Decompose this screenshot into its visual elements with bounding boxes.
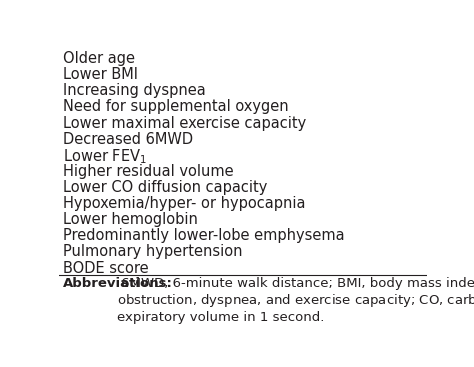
Text: Abbreviations:: Abbreviations: [63,277,173,290]
Text: Hypoxemia/hyper- or hypocapnia: Hypoxemia/hyper- or hypocapnia [63,196,305,211]
Text: Lower FEV$_1$: Lower FEV$_1$ [63,148,147,167]
Text: BODE score: BODE score [63,261,148,276]
Text: Lower maximal exercise capacity: Lower maximal exercise capacity [63,116,306,131]
Text: Pulmonary hypertension: Pulmonary hypertension [63,244,242,259]
Text: Need for supplemental oxygen: Need for supplemental oxygen [63,99,289,115]
Text: Decreased 6MWD: Decreased 6MWD [63,132,193,147]
Text: Older age: Older age [63,51,135,66]
Text: Lower CO diffusion capacity: Lower CO diffusion capacity [63,180,267,195]
Text: 6MWD, 6-minute walk distance; BMI, body mass index; BODE, BMI,
obstruction, dysp: 6MWD, 6-minute walk distance; BMI, body … [117,277,474,324]
Text: Predominantly lower-lobe emphysema: Predominantly lower-lobe emphysema [63,228,345,243]
Text: Lower BMI: Lower BMI [63,67,138,82]
Text: Increasing dyspnea: Increasing dyspnea [63,83,206,98]
Text: Lower hemoglobin: Lower hemoglobin [63,212,198,227]
Text: Higher residual volume: Higher residual volume [63,164,234,179]
